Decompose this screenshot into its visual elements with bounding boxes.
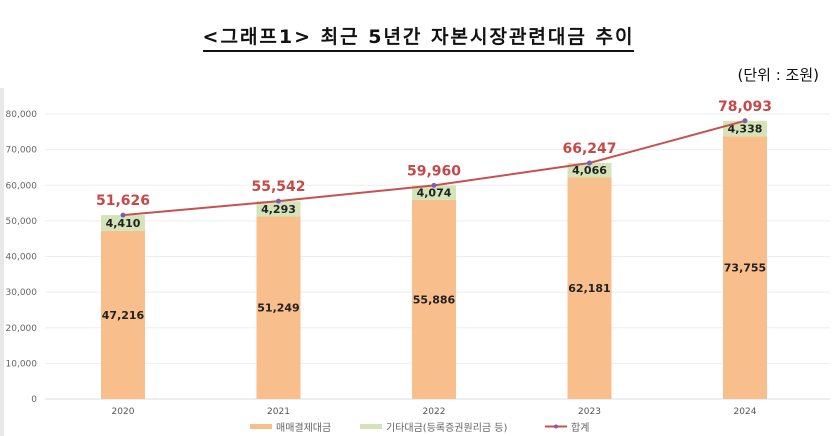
bar-2023-settlement — [567, 177, 612, 399]
data-label: 4,338 — [728, 123, 763, 136]
data-label: 4,074 — [417, 187, 452, 200]
data-label: 62,181 — [568, 282, 610, 295]
bar-2020-settlement — [101, 230, 145, 399]
total-label: 78,093 — [718, 99, 772, 115]
bar-2022-settlement — [412, 199, 456, 399]
y-tick-label: 30,000 — [6, 288, 38, 298]
total-marker — [431, 182, 437, 188]
x-tick-label: 2022 — [423, 407, 446, 417]
total-marker — [587, 160, 592, 166]
y-tick-label: 80,000 — [6, 110, 38, 120]
y-tick-label: 70,000 — [6, 146, 38, 156]
y-tick-label: 40,000 — [6, 253, 38, 263]
total-marker — [742, 118, 748, 124]
y-tick-label: 50,000 — [6, 217, 38, 227]
bar-2020-other — [101, 215, 145, 231]
total-label: 66,247 — [562, 141, 616, 157]
legend-label: 매매결제대금 — [276, 422, 331, 434]
chart-title: <그래프1> 최근 5년간 자본시장관련대금 추이 — [0, 22, 837, 52]
y-tick-label: 0 — [31, 395, 37, 405]
x-tick-label: 2021 — [267, 407, 290, 417]
y-tick-label: 10,000 — [6, 359, 38, 369]
bar-2022-other — [412, 185, 456, 200]
data-label: 47,216 — [102, 309, 145, 322]
bar-2021-settlement — [256, 216, 301, 399]
legend-swatch-settlement — [250, 424, 272, 429]
total-marker — [276, 198, 281, 204]
data-label: 4,066 — [572, 164, 607, 177]
legend-swatch-other — [360, 424, 382, 429]
legend-marker-total — [554, 424, 558, 429]
bar-2021-other — [256, 201, 301, 217]
data-label: 51,249 — [257, 302, 299, 315]
data-label: 4,293 — [261, 203, 296, 216]
x-tick-label: 2023 — [578, 407, 601, 417]
frame-border — [0, 88, 4, 436]
legend-label: 합계 — [571, 422, 589, 434]
y-tick-label: 60,000 — [6, 181, 38, 191]
bar-2023-other — [567, 162, 612, 178]
legend-label: 기타대금(등록증권원리금 등) — [386, 422, 507, 434]
chart-title-text: <그래프1> 최근 5년간 자본시장관련대금 추이 — [202, 26, 635, 52]
x-tick-label: 2024 — [734, 407, 757, 417]
bar-2024-settlement — [723, 136, 767, 400]
data-label: 73,755 — [724, 262, 766, 275]
unit-label: (단위 : 조원) — [737, 66, 820, 84]
total-label: 55,542 — [251, 179, 305, 195]
total-label: 51,626 — [96, 193, 150, 209]
y-tick-label: 20,000 — [6, 324, 38, 334]
data-label: 55,886 — [413, 293, 456, 306]
x-tick-label: 2020 — [112, 407, 135, 417]
data-label: 4,410 — [106, 217, 141, 230]
total-marker — [120, 212, 126, 218]
total-label: 59,960 — [407, 163, 461, 179]
